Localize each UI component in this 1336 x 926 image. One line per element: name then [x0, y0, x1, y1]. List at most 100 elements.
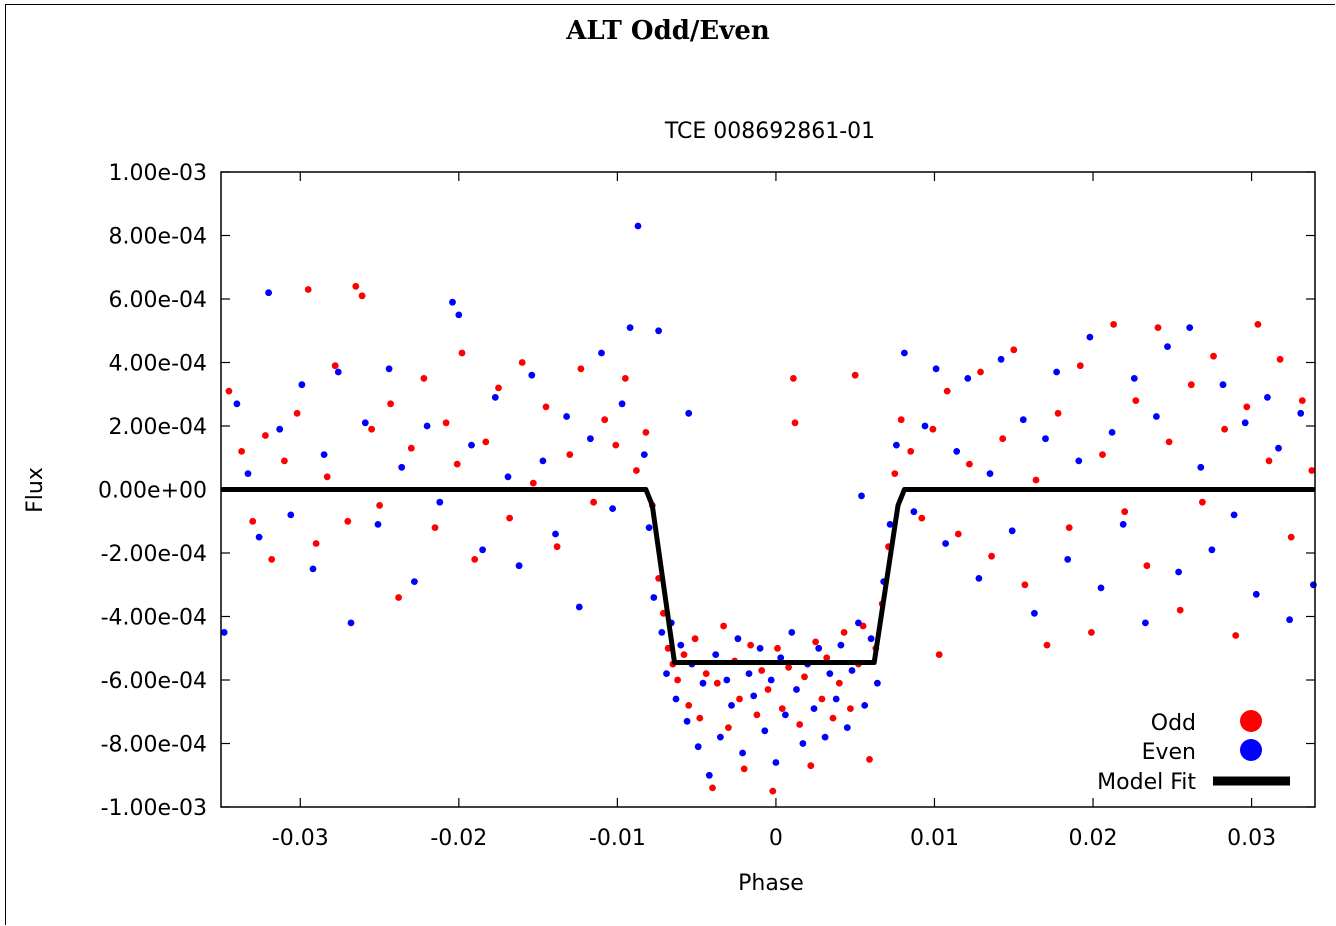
even-point: [1286, 616, 1293, 624]
even-point: [1230, 511, 1238, 519]
even-point: [723, 676, 731, 684]
even-point: [233, 400, 241, 408]
odd-point: [442, 419, 450, 427]
odd-point: [1287, 533, 1295, 541]
even-point: [815, 644, 823, 652]
odd-point: [612, 441, 620, 449]
odd-point: [818, 695, 826, 703]
even-point: [793, 686, 800, 693]
even-point: [1275, 444, 1282, 452]
figure-frame: [5, 4, 1335, 925]
even-point: [843, 724, 851, 731]
odd-point: [753, 711, 761, 719]
even-point: [298, 381, 306, 389]
legend-marker-even: [1240, 739, 1262, 761]
odd-point: [1143, 562, 1151, 570]
even-point: [1175, 568, 1182, 576]
x-tick-label: -0.03: [272, 826, 329, 851]
even-point: [712, 651, 720, 658]
y-tick-label: -6.00e-04: [101, 669, 207, 694]
odd-point: [304, 286, 312, 293]
odd-point: [713, 679, 721, 687]
odd-point: [1176, 606, 1184, 614]
even-point: [1019, 416, 1027, 424]
odd-point: [566, 451, 574, 458]
odd-point: [529, 479, 537, 487]
odd-point: [1088, 629, 1095, 636]
even-point: [705, 771, 713, 779]
x-tick-label: 0.01: [910, 826, 959, 851]
even-point: [788, 629, 796, 636]
odd-point: [851, 371, 859, 379]
even-point: [1197, 463, 1205, 471]
even-point: [777, 654, 785, 662]
even-point: [964, 375, 972, 382]
odd-point: [847, 705, 854, 712]
even-point: [1208, 546, 1216, 554]
even-point: [276, 425, 284, 433]
odd-point: [344, 517, 352, 525]
even-point: [1119, 521, 1127, 528]
legend-label-odd: Odd: [1151, 711, 1196, 736]
odd-point: [542, 403, 550, 411]
even-point: [618, 400, 626, 408]
odd-point: [720, 622, 727, 630]
y-tick-label: -2.00e-04: [101, 542, 207, 567]
x-tick-label: -0.02: [430, 826, 487, 851]
even-point: [1064, 556, 1072, 563]
odd-point: [725, 724, 732, 731]
odd-point: [840, 629, 848, 636]
odd-point: [1065, 524, 1073, 531]
points-layer: [220, 222, 1317, 795]
odd-point: [368, 425, 375, 433]
odd-point: [1110, 321, 1117, 328]
odd-point: [999, 435, 1007, 443]
even-point: [1142, 619, 1149, 627]
odd-point: [796, 721, 804, 728]
even-point: [694, 743, 702, 751]
odd-point: [685, 702, 693, 709]
even-point: [734, 635, 742, 643]
even-point: [598, 349, 605, 357]
even-point: [265, 289, 272, 297]
even-point: [609, 505, 616, 512]
even-point: [634, 222, 642, 230]
legend-label-even: Even: [1142, 740, 1196, 765]
page-title: ALT Odd/Even: [566, 16, 770, 46]
odd-point: [1276, 355, 1284, 363]
odd-point: [1243, 403, 1251, 411]
odd-point: [680, 651, 688, 658]
odd-point: [790, 375, 797, 382]
even-point: [309, 565, 317, 573]
even-point: [861, 702, 869, 709]
x-tick-label: 0.03: [1227, 826, 1276, 851]
even-point: [1042, 435, 1049, 443]
odd-point: [376, 502, 383, 509]
odd-point: [929, 425, 937, 433]
even-point: [398, 463, 406, 471]
even-point: [504, 473, 512, 481]
odd-point: [774, 644, 781, 652]
even-point: [921, 422, 929, 430]
odd-point: [331, 362, 339, 370]
odd-point: [891, 470, 899, 477]
odd-point: [691, 635, 699, 643]
even-point: [374, 521, 382, 528]
even-point: [244, 470, 252, 477]
even-point: [1130, 375, 1138, 382]
odd-point: [769, 787, 777, 795]
even-point: [910, 508, 918, 516]
odd-point: [431, 524, 439, 531]
odd-point: [1132, 397, 1140, 404]
even-point: [761, 727, 769, 735]
even-point: [655, 327, 662, 335]
odd-point: [601, 416, 609, 424]
odd-point: [1298, 397, 1306, 404]
odd-point: [1010, 346, 1018, 354]
odd-series: [225, 282, 1316, 795]
even-point: [361, 419, 369, 427]
even-point: [334, 368, 342, 376]
odd-point: [387, 400, 394, 408]
even-point: [739, 749, 746, 757]
